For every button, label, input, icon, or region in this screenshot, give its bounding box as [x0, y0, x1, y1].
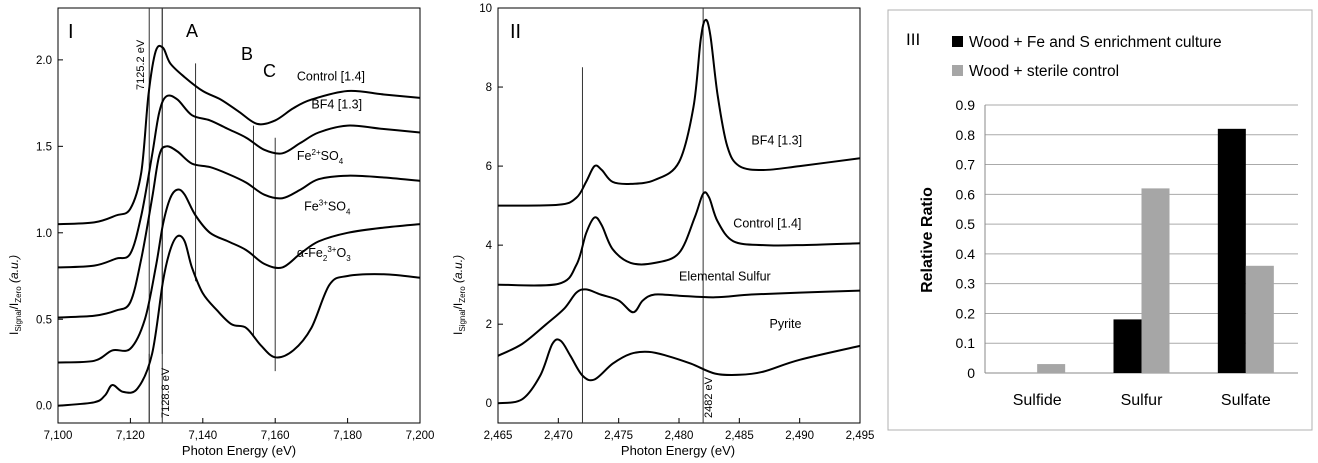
x-tick-label: 2,465 [484, 430, 513, 442]
y-tick-label: 2.0 [36, 55, 52, 67]
y-tick-label: 0.8 [956, 127, 976, 143]
panel-i-y-axis-title: ISignal/IZero (a.u.) [7, 255, 23, 335]
panel-ii-annotation-2482: 2482 eV [703, 376, 715, 418]
y-tick-label: 0.6 [956, 186, 976, 202]
x-tick-label: Sulfide [1013, 392, 1062, 409]
y-tick-label: 0.5 [36, 314, 52, 326]
panel-i-label-c: C [263, 61, 276, 81]
x-tick-label: Sulfur [1121, 392, 1163, 409]
x-tick-label: 2,485 [725, 430, 754, 442]
panel-i-x-axis-title: Photon Energy (eV) [182, 443, 296, 458]
x-tick-label: 7,140 [188, 430, 217, 442]
y-tick-label: 1.0 [36, 228, 52, 240]
panel-ii-frame [497, 7, 861, 424]
panel-i-x-axis: 7,100 7,120 7,140 7,160 7,180 7,200 [44, 418, 435, 442]
y-tick-label: 0.9 [956, 97, 976, 113]
panel-i-annotation-7125: 7125.2 eV [135, 39, 147, 90]
y-tick-label: 4 [486, 240, 493, 252]
y-tick-label: 0.4 [956, 246, 976, 262]
series-line [57, 145, 421, 319]
panel-ii-y-axis-title: ISignal/IZero (a.u.) [451, 255, 467, 335]
series-line [57, 188, 421, 364]
x-tick-label: 7,200 [406, 430, 435, 442]
y-tick-label: 6 [486, 161, 492, 173]
legend-swatch-enrichment [952, 36, 963, 47]
panel-i-y-axis: 0.0 0.5 1.0 1.5 2.0 [36, 55, 63, 413]
x-tick-label: 2,490 [785, 430, 814, 442]
y-tick-label: 0 [967, 365, 975, 381]
panel-ii-y-axis: 0 2 4 6 8 10 [479, 3, 503, 410]
panel-i-frame [57, 7, 421, 424]
y-tick-label: 0.0 [36, 401, 52, 413]
x-tick-label: 7,180 [333, 430, 362, 442]
legend-label-enrichment: Wood + Fe and S enrichment culture [969, 34, 1222, 51]
panel-iii-bars [1037, 128, 1274, 373]
panel-ii: II BF4 [1.3] Control [1.4] Elemental Sulfu… [451, 3, 874, 458]
panel-i-series: Control [1.4] BF4 [1.3] Fe2+SO4 Fe3+SO4 α-Fe… [57, 44, 421, 407]
panel-ii-x-axis: 2,465 2,470 2,475 2,480 2,485 2,490 2,495 [484, 418, 875, 442]
y-tick-label: 0.5 [956, 216, 976, 232]
y-tick-label: 0.1 [956, 335, 976, 351]
y-tick-label: 1.5 [36, 141, 52, 153]
series-label: Fe3+SO4 [304, 198, 351, 216]
panel-iii-y-axis: 0 0.1 0.2 0.3 0.4 0.5 0.6 0.7 0.8 0.9 [956, 97, 976, 381]
series-label: BF4 [1.3] [751, 133, 802, 147]
series-line [497, 288, 861, 357]
y-tick-label: 10 [479, 3, 492, 15]
x-tick-label: 7,120 [116, 430, 145, 442]
panel-iii-x-axis: Sulfide Sulfur Sulfate [1013, 392, 1271, 409]
x-tick-label: Sulfate [1221, 392, 1271, 409]
y-tick-label: 2 [486, 319, 492, 331]
series-label: Control [1.4] [733, 216, 801, 230]
panel-iii: III Wood + Fe and S enrichment culture W… [887, 9, 1313, 431]
bar [1037, 364, 1066, 373]
y-tick-label: 0.3 [956, 276, 976, 292]
series-line [57, 44, 421, 226]
y-tick-label: 8 [486, 82, 492, 94]
x-tick-label: 7,160 [261, 430, 290, 442]
bar [1217, 128, 1246, 373]
bar [1113, 319, 1142, 373]
x-tick-label: 2,495 [846, 430, 875, 442]
series-label: BF4 [1.3] [311, 97, 362, 111]
x-tick-label: 2,475 [604, 430, 633, 442]
panel-i: I Control [1.4] BF4 [1.3] Fe2+SO4 Fe3+SO4 α-… [7, 7, 435, 458]
panel-ii-numeral: II [510, 21, 521, 43]
series-line [57, 234, 421, 407]
series-line [57, 94, 421, 269]
series-label: Elemental Sulfur [679, 270, 771, 284]
x-tick-label: 7,100 [44, 430, 73, 442]
y-tick-label: 0.2 [956, 305, 976, 321]
panel-iii-numeral: III [906, 30, 920, 49]
x-tick-label: 2,470 [544, 430, 573, 442]
bar [1141, 188, 1170, 373]
y-tick-label: 0 [486, 398, 492, 410]
panel-iii-y-axis-title: Relative Ratio [919, 187, 936, 293]
y-tick-label: 0.7 [956, 157, 976, 173]
series-label: α-Fe23+O3 [297, 245, 351, 263]
legend-label-sterile: Wood + sterile control [969, 63, 1119, 80]
panel-i-annotation-7128: 7128.8 eV [160, 367, 172, 418]
series-label: Fe2+SO4 [297, 148, 344, 166]
panel-i-numeral: I [68, 21, 74, 43]
panel-iii-frame [887, 9, 1313, 431]
x-tick-label: 2,480 [665, 430, 694, 442]
panel-ii-series: BF4 [1.3] Control [1.4] Elemental Sulfur Py… [497, 18, 861, 405]
panel-i-label-a: A [186, 21, 198, 41]
series-line [497, 338, 861, 405]
panel-i-reference-lines [148, 8, 276, 423]
series-label: Pyrite [770, 317, 802, 331]
series-line [497, 191, 861, 287]
legend-swatch-sterile [952, 65, 963, 76]
series-line [497, 18, 861, 207]
panel-i-label-b: B [241, 44, 253, 64]
bar [1245, 265, 1274, 373]
series-label: Control [1.4] [297, 70, 365, 84]
panel-ii-x-axis-title: Photon Energy (eV) [621, 443, 735, 458]
